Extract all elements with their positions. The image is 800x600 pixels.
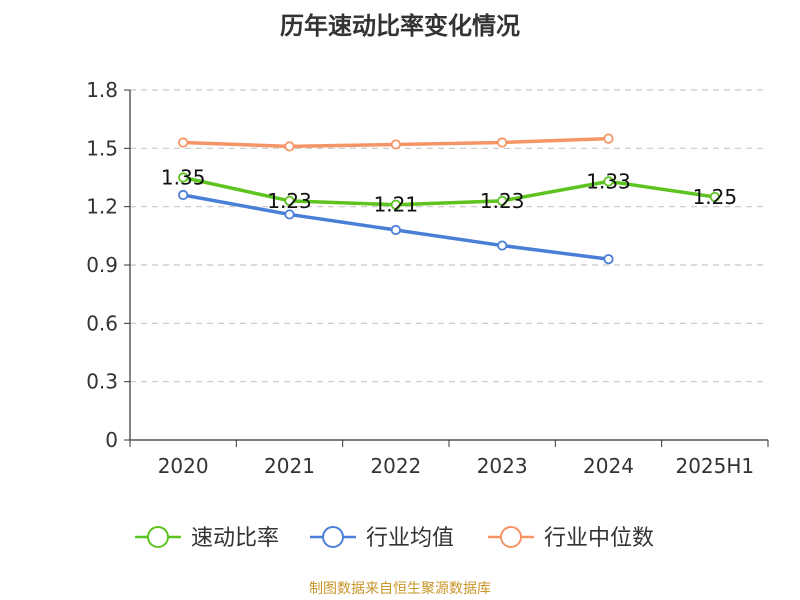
source-note: 制图数据来自恒生聚源数据库	[309, 581, 491, 597]
data-point	[497, 137, 508, 148]
y-tick-label: 1.5	[86, 136, 118, 160]
y-tick-label: 1.2	[86, 195, 118, 219]
x-tick-label: 2021	[264, 454, 315, 478]
axes: 0 0.3 0.6 0.9 1.2 1.5 1.8 2020 2021 2022 2023 2024 2…	[86, 78, 769, 478]
series-line	[182, 175, 716, 207]
y-tick-label: 0.3	[86, 370, 118, 394]
data-labels: 1.35 1.23 1.21 1.23 1.33 1.25	[161, 166, 737, 217]
legend-marker	[500, 526, 522, 548]
data-label: 1.23	[480, 189, 525, 213]
data-point	[390, 224, 401, 236]
data-point	[497, 240, 508, 251]
data-point	[390, 199, 401, 210]
data-point	[178, 189, 189, 201]
data-label: 1.21	[374, 193, 419, 217]
data-point	[603, 133, 614, 144]
legend-marker	[322, 526, 344, 548]
y-tick-label: 1.8	[86, 78, 118, 102]
data-point	[497, 195, 508, 206]
data-point	[284, 209, 295, 220]
data-label: 1.33	[586, 169, 631, 193]
data-label: 1.25	[693, 185, 738, 209]
x-tick-label: 2023	[477, 454, 528, 478]
x-tick-label: 2024	[583, 454, 634, 478]
x-tick-label: 2022	[370, 454, 421, 478]
data-point	[603, 254, 614, 265]
legend-item: 行业中位数	[488, 526, 654, 551]
y-tick-label: 0.9	[86, 253, 118, 277]
legend-label: 行业中位数	[544, 526, 654, 551]
legend-item: 速动比率	[135, 526, 279, 551]
legend-item: 行业均值	[310, 526, 454, 551]
grid-lines	[130, 89, 768, 383]
data-label: 1.23	[267, 189, 312, 213]
legend-label: 速动比率	[191, 526, 279, 551]
data-point	[284, 195, 295, 206]
data-point	[284, 141, 295, 152]
data-point	[390, 139, 401, 150]
data-point	[709, 191, 720, 203]
series-lines	[178, 133, 720, 265]
data-point	[603, 176, 614, 187]
y-tick-label: 0.6	[86, 311, 118, 335]
data-label: 1.35	[161, 166, 206, 190]
legend-label: 行业均值	[366, 526, 454, 551]
y-tick-label: 0	[105, 428, 118, 452]
data-point	[178, 137, 189, 148]
x-tick-label: 2020	[158, 454, 209, 478]
legend: 速动比率 行业均值 行业中位数	[135, 526, 654, 551]
x-tick-label: 2025H1	[675, 454, 754, 478]
legend-marker	[147, 526, 169, 548]
chart-title: 历年速动比率变化情况	[280, 12, 520, 40]
data-point	[178, 172, 189, 183]
